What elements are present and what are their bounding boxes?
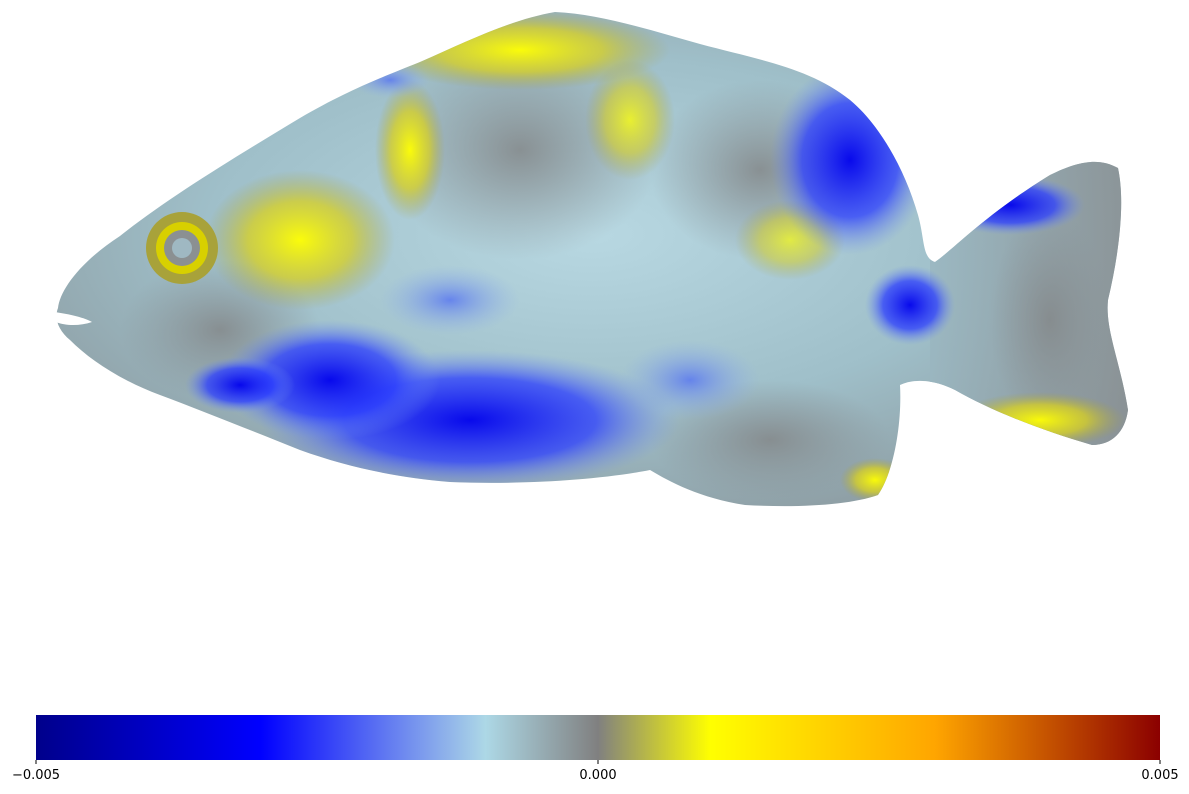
- blue-patch-jaw: [185, 357, 295, 413]
- fish-heatmap-image: [54, 12, 1128, 507]
- colorbar-tick-label: −0.005: [12, 768, 60, 783]
- blue-patch-lower-mid: [620, 340, 760, 420]
- blue-patch-mid: [380, 265, 520, 335]
- yellow-patch-gill: [205, 170, 395, 310]
- blue-patch-throat: [220, 320, 440, 440]
- eye: [146, 212, 218, 284]
- colorbar-tick-label: 0.000: [579, 768, 616, 783]
- blue-patch-top: [350, 62, 430, 98]
- blue-patch-dorsal: [770, 65, 930, 255]
- blue-patch-tail-top: [935, 175, 1085, 235]
- colorbar-tick-label: 0.005: [1141, 768, 1178, 783]
- blue-patch-peduncle: [865, 265, 955, 345]
- yellow-patch-back: [585, 60, 675, 180]
- colorbar-ticks: −0.005 0.000 0.005: [12, 760, 1179, 783]
- gray-patch-tail: [990, 210, 1110, 430]
- colorbar: −0.005 0.000 0.005: [12, 715, 1179, 783]
- yellow-patch-fin: [840, 458, 910, 502]
- yellow-patch-tail-lower: [955, 392, 1125, 448]
- colorbar-gradient: [36, 715, 1160, 760]
- mouth-gap: [54, 312, 92, 325]
- yellow-patch-shoulder: [375, 80, 445, 220]
